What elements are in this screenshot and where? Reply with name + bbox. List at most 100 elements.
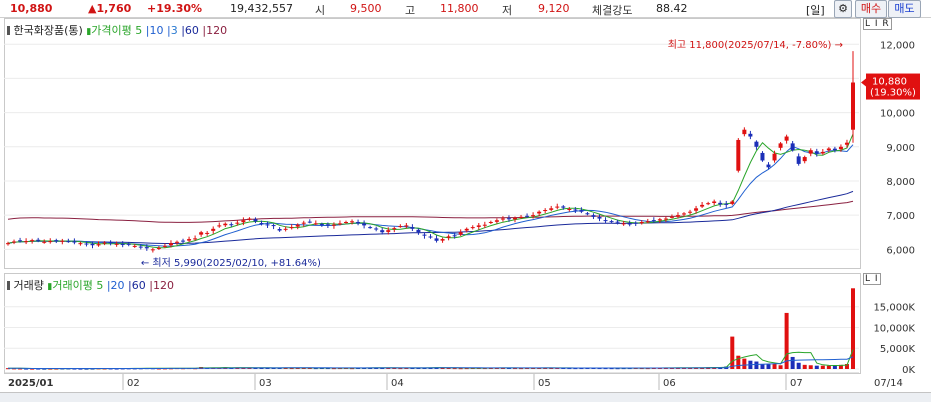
candle-body	[181, 240, 186, 242]
volume-bar	[760, 364, 765, 369]
volume-tick-label: 0K	[902, 365, 915, 376]
volume-bar	[772, 363, 777, 369]
candle-body	[730, 201, 735, 204]
vol-ma20-label: 20	[110, 279, 125, 292]
price-panel-corner-tag[interactable]: L I R	[863, 18, 892, 30]
candle-body	[440, 239, 445, 241]
candle-body	[108, 242, 113, 244]
x-axis-label: 03	[259, 378, 272, 389]
x-axis-last-date: 07/14	[874, 378, 903, 389]
candle-body	[416, 229, 421, 233]
candle-body	[223, 223, 228, 226]
candle-body	[567, 208, 572, 210]
ma3-label: 3	[170, 24, 178, 37]
volume-bar	[84, 368, 89, 370]
volume-bar	[754, 361, 759, 369]
candle-body	[259, 223, 264, 225]
volume-bar	[295, 367, 300, 369]
candle-body	[579, 210, 584, 212]
vol-ma-legend-icon: ▮	[47, 282, 53, 292]
candle-body	[591, 215, 596, 217]
candle-body	[609, 221, 614, 223]
open-value: 9,500	[350, 2, 382, 15]
candle-body	[404, 225, 409, 227]
ma10-line	[7, 144, 854, 247]
volume-bar	[603, 368, 608, 370]
candle-body	[796, 156, 801, 164]
volume-bar	[573, 368, 578, 370]
candle-body	[48, 241, 53, 243]
candle-body	[458, 232, 463, 235]
stock-title: 한국화장품(통)	[13, 24, 83, 37]
candle-body	[537, 211, 542, 214]
candle-body	[615, 221, 620, 223]
candle-body	[78, 243, 83, 245]
candle-body	[356, 221, 361, 223]
price-tag-pointer	[861, 78, 866, 87]
buy-button[interactable]: 매수	[855, 0, 887, 18]
volume-panel-corner-tag[interactable]: L I	[863, 273, 881, 285]
quote-bar: 10,880 ▲1,760 +19.30% 19,432,557 시 9,500…	[0, 0, 931, 18]
volume-bar	[422, 367, 427, 369]
volume-bar	[519, 368, 524, 370]
volume-bar	[500, 367, 505, 369]
volume-bar	[844, 364, 849, 369]
candle-body	[585, 213, 590, 215]
vol-ma60-label: 60	[131, 279, 146, 292]
volume-ma20-line	[7, 356, 854, 369]
candle-body	[597, 217, 602, 219]
candle-body	[724, 203, 729, 205]
volume-bar	[398, 368, 403, 370]
candle-body	[549, 208, 554, 210]
settings-icon[interactable]: ⚙	[834, 0, 852, 18]
volume-bar	[808, 365, 813, 369]
high-value: 11,800	[440, 2, 479, 15]
volume-bar	[832, 365, 837, 369]
volume-bar	[826, 365, 831, 369]
ma120-label: 120	[206, 24, 228, 37]
candle-body	[476, 225, 481, 227]
candle-body	[12, 241, 17, 243]
last-candle-body	[851, 82, 855, 130]
candle-body	[289, 227, 294, 229]
candle-body	[187, 239, 192, 241]
volume-bar	[301, 367, 306, 369]
candle-body	[132, 245, 137, 247]
chart-scrollbar[interactable]	[0, 392, 931, 402]
candle-body	[325, 224, 330, 226]
x-axis-label: 07	[790, 378, 803, 389]
price-chart-panel[interactable]	[4, 18, 861, 269]
volume-bar	[778, 365, 783, 369]
volume-bar	[820, 365, 825, 369]
candle-body	[470, 227, 475, 229]
candle-body	[464, 228, 469, 231]
volume-bar	[18, 368, 23, 370]
candle-body	[519, 216, 524, 218]
sell-button[interactable]: 매도	[888, 0, 921, 18]
volume-bar	[543, 367, 548, 369]
candle-body	[428, 236, 433, 238]
volume-bar	[271, 367, 276, 369]
volume-chart-panel[interactable]	[4, 273, 861, 374]
candle-body	[488, 221, 493, 223]
vol-ma120-label: 120	[152, 279, 174, 292]
period-button[interactable]: [일]	[806, 4, 825, 17]
candle-body	[766, 164, 771, 168]
volume-bar	[344, 368, 348, 370]
candle-body	[42, 241, 47, 243]
x-axis-label: 04	[391, 378, 404, 389]
candle-body	[700, 204, 705, 207]
price-tick-label: 9,000	[886, 143, 915, 154]
volume-bar	[615, 368, 620, 370]
candle-body	[368, 227, 373, 229]
volume-bar	[464, 368, 469, 370]
ma-legend-icon: ▮	[86, 27, 92, 37]
chart-canvas[interactable]: 6,0007,0008,0009,00010,00011,00012,0000K…	[0, 0, 931, 392]
candle-body	[531, 215, 536, 217]
candle-body	[754, 141, 759, 147]
candle-body	[319, 224, 324, 226]
volume-value: 19,432,557	[230, 2, 293, 15]
candle-body	[162, 245, 167, 247]
volume-bar	[307, 367, 312, 369]
candle-body	[832, 148, 837, 151]
